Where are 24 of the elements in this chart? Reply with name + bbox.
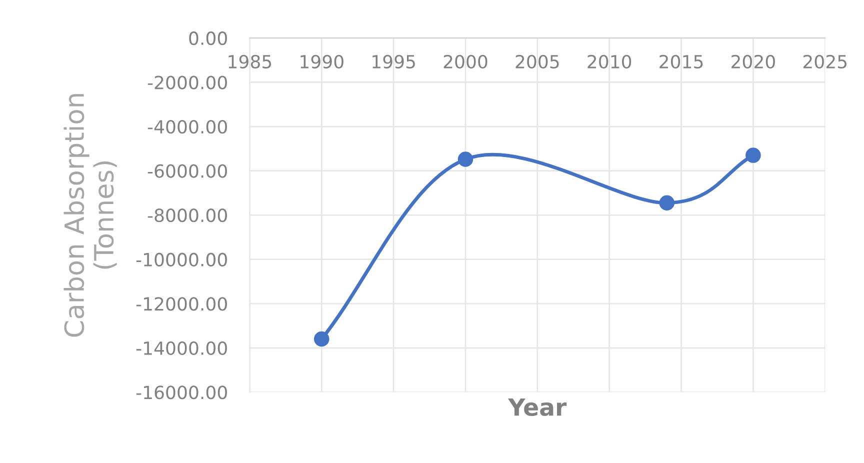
- x-tick-label: 2010: [588, 54, 632, 68]
- point: [314, 331, 330, 347]
- point: [458, 152, 474, 167]
- point: [746, 148, 761, 163]
- y-tick-label: -6000.00: [148, 164, 227, 178]
- x-axis-title: Year: [508, 398, 567, 416]
- y-tick-label: -2000.00: [148, 76, 227, 90]
- y-tick-label: -10000.00: [136, 252, 227, 266]
- x-tick-label: 2000: [444, 54, 488, 68]
- x-tick-label: 1995: [372, 54, 415, 68]
- x-tick-label: 2020: [732, 54, 775, 68]
- x-tick-label: 2025: [803, 54, 847, 68]
- x-tick-label: 2005: [516, 54, 559, 68]
- y-tick-label: -12000.00: [136, 297, 227, 311]
- x-tick-label: 1990: [300, 54, 344, 68]
- y-tick-label: 0.00: [189, 31, 227, 46]
- x-tick-label: 2015: [660, 54, 703, 68]
- y-tick-label: -16000.00: [136, 386, 227, 400]
- y-tick-label: -14000.00: [136, 341, 227, 356]
- y-axis-title: Carbon Absorption (Tonnes): [64, 94, 117, 337]
- y-tick-label: -4000.00: [148, 120, 227, 134]
- x-tick-label: 1985: [228, 54, 272, 68]
- point: [659, 195, 675, 211]
- y-tick-label: -8000.00: [148, 208, 227, 222]
